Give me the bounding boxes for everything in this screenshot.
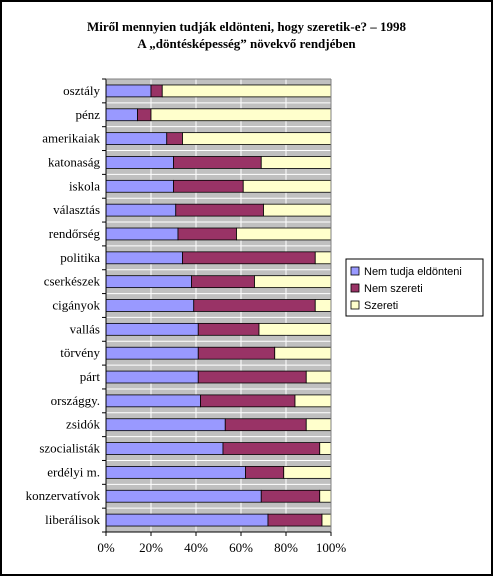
bar-segment <box>314 251 332 265</box>
category-label: pénz <box>75 107 100 122</box>
bar-segment <box>105 108 138 122</box>
x-tick-label: 0% <box>97 540 115 555</box>
category-label: szocialisták <box>39 441 100 456</box>
bar-segment <box>105 489 262 503</box>
bar-segment <box>319 442 332 455</box>
bar-segment <box>105 346 199 360</box>
bar-segment <box>105 299 195 312</box>
category-label: osztály <box>63 83 100 98</box>
bar-segment <box>258 322 332 336</box>
bar-segment <box>321 513 332 527</box>
bar-segment <box>105 179 174 193</box>
bar-segment <box>150 84 163 98</box>
bar-segment <box>150 108 332 122</box>
legend-entry: Nem tudja eldönteni <box>364 266 462 278</box>
bar-segment <box>191 275 255 289</box>
category-label: zsidók <box>66 417 100 432</box>
bar-segment <box>305 370 332 384</box>
bar-segment <box>105 418 226 432</box>
category-label: cigányok <box>52 298 100 313</box>
category-label: liberálisok <box>45 512 100 527</box>
legend-entry: Nem szereti <box>364 283 423 295</box>
category-label: iskola <box>69 178 100 193</box>
bar-segment <box>197 346 276 360</box>
bar-segment <box>305 418 332 432</box>
bar-segment <box>175 203 264 217</box>
bar-segment <box>182 251 316 265</box>
bar-segment <box>161 84 332 98</box>
category-label: országgy. <box>51 393 100 408</box>
bar-segment <box>105 251 183 265</box>
bar-segment <box>260 489 321 503</box>
bar-segment <box>105 466 246 479</box>
bar-segment <box>193 299 316 312</box>
category-label: politika <box>60 250 100 265</box>
bar-segment <box>283 466 332 479</box>
category-label: törvény <box>60 345 100 360</box>
category-label: választás <box>53 202 100 217</box>
legend-box <box>345 258 484 317</box>
bar-segment <box>105 513 269 527</box>
bar-segment <box>294 394 332 408</box>
legend-swatch <box>350 300 360 310</box>
x-tick-label: 20% <box>139 540 163 555</box>
bar-segment <box>173 179 244 193</box>
bar-segment <box>166 132 183 145</box>
bar-segment <box>105 84 152 98</box>
category-label: rendőrség <box>49 226 101 241</box>
bar-segment <box>242 179 332 193</box>
bar-segment <box>105 322 199 336</box>
bar-segment <box>274 346 332 360</box>
bar-segment <box>319 489 332 503</box>
bar-segment <box>267 513 323 527</box>
x-tick-label: 60% <box>229 540 253 555</box>
bar-segment <box>105 132 168 145</box>
bar-segment <box>105 370 199 384</box>
category-label: amerikaiak <box>42 131 100 146</box>
bar-segment <box>263 203 332 217</box>
category-label: katonaság <box>48 154 100 169</box>
category-label: konzervatívok <box>26 488 101 503</box>
bar-segment <box>173 156 262 169</box>
bar-segment <box>105 156 174 169</box>
bar-segment <box>200 394 296 408</box>
bar-segment <box>105 227 179 241</box>
category-label: párt <box>80 369 101 384</box>
bar-segment <box>105 203 177 217</box>
bar-segment <box>137 108 152 122</box>
bar-segment <box>197 370 307 384</box>
x-tick-label: 80% <box>274 540 298 555</box>
bar-segment <box>260 156 332 169</box>
bar-segment <box>105 275 192 289</box>
bar-segment <box>105 442 224 455</box>
bar-segment <box>222 442 321 455</box>
x-tick-label: 40% <box>184 540 208 555</box>
legend-entry: Szereti <box>364 300 398 312</box>
bar-segment <box>182 132 332 145</box>
bar-segment <box>177 227 237 241</box>
bar-segment <box>236 227 332 241</box>
legend-swatch <box>350 283 360 293</box>
chart-title: Miről mennyien tudják eldönteni, hogy sz… <box>87 19 406 34</box>
bar-segment <box>197 322 260 336</box>
category-label: vallás <box>70 321 100 336</box>
legend-swatch <box>350 266 360 276</box>
x-tick-label: 100% <box>316 540 347 555</box>
category-label: cserkészek <box>44 274 101 289</box>
bar-segment <box>105 394 201 408</box>
bar-segment <box>245 466 285 479</box>
category-label: erdélyi m. <box>47 464 100 479</box>
bar-segment <box>224 418 307 432</box>
bar-segment <box>254 275 332 289</box>
bar-segment <box>314 299 332 312</box>
chart-subtitle: A „döntésképesség” növekvő rendjében <box>137 36 356 51</box>
